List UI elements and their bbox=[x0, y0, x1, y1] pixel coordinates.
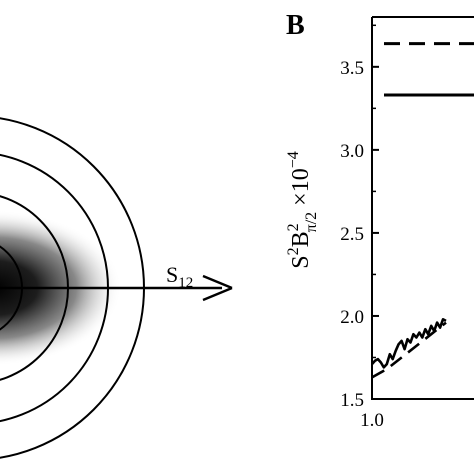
panel-label-b: B bbox=[286, 10, 305, 41]
reference-lines bbox=[384, 42, 474, 97]
panel-b-line-chart: B S2B2π/2 ×10−4 1.5 2.0 2.5 3.0 3.5 1.0 bbox=[285, 10, 474, 431]
y-axis-label: S2B2π/2 ×10−4 bbox=[285, 151, 320, 268]
series-line-solid bbox=[371, 318, 447, 369]
y-tick-label: 3.5 bbox=[340, 58, 364, 79]
panel-b-ticks: 1.5 2.0 2.5 3.0 3.5 1.0 bbox=[340, 24, 384, 431]
axis-frame bbox=[371, 17, 474, 400]
x-tick-label: 1.0 bbox=[360, 410, 384, 431]
arrow-label-subscript: 12 bbox=[178, 275, 193, 291]
arrow-label: S12 bbox=[166, 262, 193, 291]
y-tick-label: 3.0 bbox=[340, 141, 364, 162]
data-series bbox=[371, 318, 447, 379]
panel-b-axes bbox=[371, 16, 474, 400]
y-tick-label: 2.0 bbox=[340, 307, 364, 328]
panel-a-density-plot: S12 bbox=[0, 117, 233, 459]
series-line-dashed bbox=[371, 321, 447, 379]
y-tick-label: 1.5 bbox=[340, 390, 364, 411]
y-tick-label: 2.5 bbox=[340, 224, 364, 245]
arrow-head-icon bbox=[202, 274, 233, 302]
